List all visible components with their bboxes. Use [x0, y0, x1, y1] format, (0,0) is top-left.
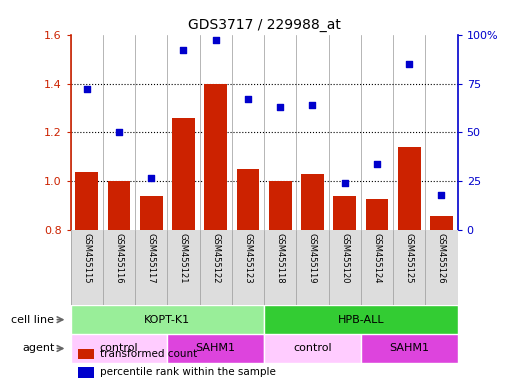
Text: GSM455117: GSM455117: [147, 233, 156, 283]
Text: GSM455124: GSM455124: [372, 233, 381, 283]
Bar: [78, 349, 94, 359]
Point: [340, 180, 349, 187]
Point: [179, 47, 188, 53]
Point: [437, 192, 446, 198]
Text: SAHM1: SAHM1: [389, 343, 429, 354]
Point: [147, 174, 155, 180]
Point: [405, 61, 413, 67]
Bar: [264, 334, 361, 363]
Bar: [237, 169, 259, 384]
Text: GSM455125: GSM455125: [405, 233, 414, 283]
Text: KOPT-K1: KOPT-K1: [144, 314, 190, 325]
Bar: [167, 334, 264, 363]
Point: [373, 161, 381, 167]
Text: GSM455118: GSM455118: [276, 233, 285, 283]
Bar: [366, 199, 388, 384]
Bar: [71, 305, 264, 334]
Text: percentile rank within the sample: percentile rank within the sample: [99, 367, 276, 377]
Text: GSM455116: GSM455116: [115, 233, 123, 283]
Text: GSM455120: GSM455120: [340, 233, 349, 283]
Text: transformed count: transformed count: [99, 349, 197, 359]
Text: GSM455122: GSM455122: [211, 233, 220, 283]
Bar: [140, 196, 163, 384]
Bar: [204, 84, 227, 384]
Text: control: control: [293, 343, 332, 354]
Point: [211, 37, 220, 43]
Text: HPB-ALL: HPB-ALL: [337, 314, 384, 325]
Bar: [75, 172, 98, 384]
Bar: [172, 118, 195, 384]
Text: agent: agent: [22, 343, 54, 354]
Bar: [334, 196, 356, 384]
Bar: [108, 182, 130, 384]
Bar: [361, 334, 458, 363]
Text: GSM455119: GSM455119: [308, 233, 317, 283]
Title: GDS3717 / 229988_at: GDS3717 / 229988_at: [188, 18, 340, 32]
Point: [83, 86, 91, 93]
Bar: [71, 334, 167, 363]
Bar: [301, 174, 324, 384]
Point: [309, 102, 317, 108]
Text: GSM455115: GSM455115: [82, 233, 91, 283]
Text: SAHM1: SAHM1: [196, 343, 236, 354]
Point: [276, 104, 285, 110]
Bar: [269, 182, 291, 384]
Text: cell line: cell line: [12, 314, 54, 325]
Text: GSM455121: GSM455121: [179, 233, 188, 283]
Text: GSM455123: GSM455123: [244, 233, 253, 283]
Text: GSM455126: GSM455126: [437, 233, 446, 283]
Bar: [398, 147, 420, 384]
Point: [244, 96, 252, 102]
Text: control: control: [100, 343, 138, 354]
Bar: [264, 305, 458, 334]
Point: [115, 129, 123, 136]
Bar: [78, 367, 94, 378]
Bar: [430, 216, 453, 384]
